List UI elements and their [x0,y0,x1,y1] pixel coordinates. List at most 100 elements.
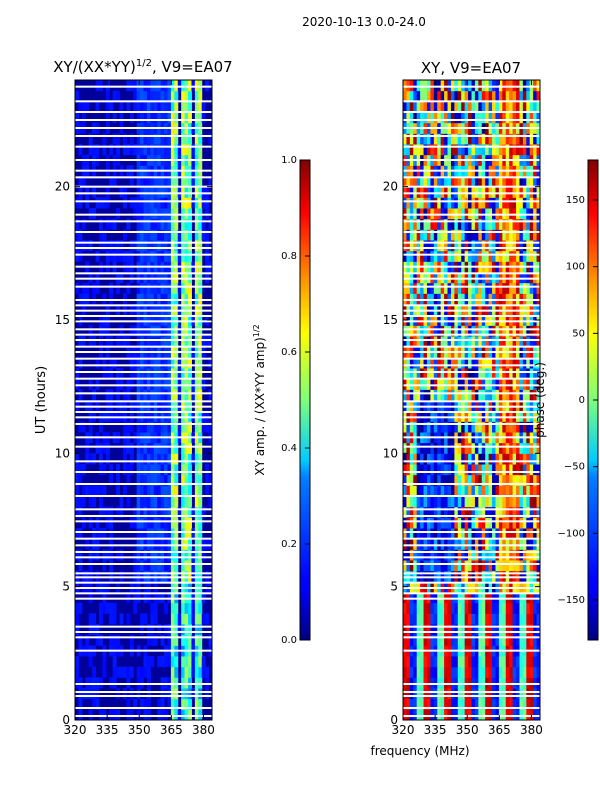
phase-cell [495,570,500,582]
amplitude-cell [160,538,165,550]
phase-cell [444,357,449,369]
phase-cell [536,304,540,316]
phase-cell [516,570,520,582]
amplitude-cell [198,474,203,486]
amplitude-cell [170,666,175,678]
phase-cell [468,368,472,380]
amplitude-cell [136,442,141,454]
phase-cell [516,368,520,380]
amplitude-cell [92,549,97,561]
amplitude-cell [143,378,148,390]
phase-cell [409,666,414,678]
amplitude-cell [140,186,144,198]
phase-cell [502,474,507,486]
phase-cell [461,357,466,369]
amplitude-cell [112,240,117,252]
phase-cell [516,624,520,636]
phase-cell [498,389,503,401]
phase-cell [512,229,517,241]
amplitude-cell [88,272,93,284]
phase-cell [454,656,459,668]
amplitude-cell [194,496,199,508]
phase-cell [488,666,493,678]
amplitude-cell [181,336,186,348]
phase-cell [519,112,524,124]
phase-cell [512,410,517,422]
flagged-row [403,460,540,463]
amplitude-cell [191,602,196,614]
phase-cell [509,325,514,337]
amplitude-cell [136,250,141,262]
phase-cell [433,133,438,145]
phase-cell [461,133,466,145]
phase-cell [516,560,520,572]
phase-cell [433,453,438,465]
phase-cell [457,698,462,710]
amplitude-cell [184,464,189,476]
phase-cell [533,709,538,720]
amplitude-cell [143,666,148,678]
amplitude-cell [170,368,175,380]
amplitude-cell [157,549,162,561]
amplitude-cell [181,570,186,582]
amplitude-cell [129,325,134,337]
phase-cell [488,656,493,668]
amplitude-cell [167,368,172,380]
amplitude-cell [146,272,151,284]
phase-cell [533,666,538,678]
phase-cell [512,528,517,540]
phase-cell [444,421,449,433]
flagged-row [75,445,212,448]
phase-cell [481,229,486,241]
amplitude-cell [75,90,79,102]
amplitude-cell [160,485,165,497]
phase-cell [468,506,472,518]
amplitude-cell [116,250,121,262]
phase-cell [457,624,462,636]
phase-cell [437,485,442,497]
amplitude-cell [143,592,148,604]
amplitude-cell [129,357,134,369]
phase-cell [509,549,514,561]
amplitude-cell [174,592,179,604]
phase-cell [522,624,527,636]
amplitude-cell [102,656,107,668]
phase-cell [526,208,531,220]
amplitude-cell [157,293,162,305]
phase-cell [457,293,462,305]
amplitude-cell [198,442,203,454]
phase-cell [420,144,425,156]
phase-cell [519,496,524,508]
phase-cell [437,208,442,220]
amplitude-cell [98,464,103,476]
amplitude-cell [143,112,148,124]
phase-cell [461,80,466,92]
phase-cell [406,613,411,625]
flagged-row [403,384,540,387]
phase-cell [536,378,540,390]
flagged-row [75,576,212,579]
phase-cell [464,186,469,198]
phase-cell [471,474,476,486]
phase-cell [526,677,531,689]
flagged-row [403,277,540,280]
phase-cell [481,389,486,401]
phase-cell [474,634,479,646]
amplitude-cell [133,208,138,220]
amplitude-cell [201,613,206,625]
phase-cell [416,709,421,720]
phase-cell [529,560,534,572]
phase-cell [437,378,442,390]
amplitude-cell [140,229,144,241]
phase-cell [450,208,455,220]
phase-cell [433,709,438,720]
phase-cell [492,240,496,252]
amplitude-cell [157,538,162,550]
amplitude-cell [174,208,179,220]
flagged-row [75,213,212,216]
phase-cell [522,613,527,625]
phase-cell [481,314,486,326]
amplitude-cell [81,421,86,433]
phase-cell [403,709,407,720]
amplitude-cell [116,666,121,678]
